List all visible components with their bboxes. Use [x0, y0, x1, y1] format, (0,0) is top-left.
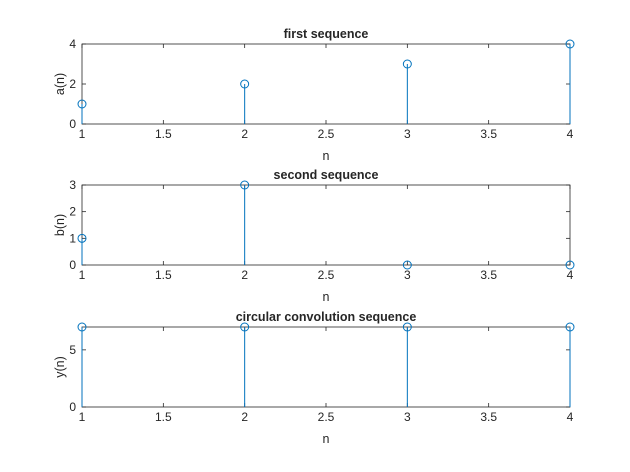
x-tick-label: 4 [567, 127, 574, 141]
stem-marker [565, 39, 575, 49]
stem-marker [565, 260, 575, 270]
subplot-title: first sequence [284, 27, 369, 41]
subplot-title: circular convolution sequence [236, 310, 417, 324]
subplot-title: second sequence [274, 168, 379, 182]
x-tick-label: 3.5 [480, 410, 497, 424]
x-tick-label: 2.5 [318, 268, 335, 282]
y-tick-label: 1 [69, 231, 76, 245]
x-tick-label: 2.5 [318, 127, 335, 141]
x-tick-label: 3.5 [480, 268, 497, 282]
subplot-circular-convolution: circular convolution sequence n y(n) 1 1.… [53, 310, 575, 446]
x-tick-label: 1 [79, 127, 86, 141]
y-tick-label: 4 [69, 37, 76, 51]
x-tick-label: 3.5 [480, 127, 497, 141]
x-tick-label: 4 [567, 410, 574, 424]
stem-marker [77, 99, 87, 109]
stem-marker [240, 180, 250, 190]
x-tick-label: 4 [567, 268, 574, 282]
y-tick-label: 0 [69, 400, 76, 414]
x-tick-label: 1.5 [155, 127, 172, 141]
x-tick-label: 1 [79, 268, 86, 282]
y-axis-label: b(n) [53, 214, 67, 236]
axes-box [81, 184, 571, 266]
stem-marker [402, 59, 412, 69]
stem-marker [240, 322, 250, 332]
x-axis-label: n [323, 149, 330, 163]
stem-series [77, 322, 575, 407]
subplot-first-sequence: first sequence n a(n) 1 1.5 2 2.5 3 3.5 4 0 2 4 [53, 27, 575, 163]
axes-box [81, 326, 571, 408]
stem-series [77, 39, 575, 124]
x-axis-label: n [323, 432, 330, 446]
x-tick-label: 1.5 [155, 410, 172, 424]
tick-layer: 1 1.5 2 2.5 3 3.5 4 0 2 4 [69, 37, 573, 141]
x-tick-label: 3 [404, 127, 411, 141]
x-tick-label: 1 [79, 410, 86, 424]
x-tick-label: 1.5 [155, 268, 172, 282]
y-tick-label: 0 [69, 117, 76, 131]
stem-marker [240, 79, 250, 89]
axes-box [81, 43, 571, 125]
y-tick-label: 3 [69, 178, 76, 192]
y-axis-label: y(n) [53, 356, 67, 378]
stem-series [77, 180, 575, 270]
x-tick-label: 2 [241, 268, 248, 282]
y-tick-label: 0 [69, 258, 76, 272]
x-tick-label: 2.5 [318, 410, 335, 424]
y-tick-label: 2 [69, 77, 76, 91]
stem-marker [402, 322, 412, 332]
x-tick-label: 2 [241, 410, 248, 424]
stem-marker [565, 322, 575, 332]
x-tick-label: 2 [241, 127, 248, 141]
stem-marker [77, 322, 87, 332]
stem-marker [402, 260, 412, 270]
stem-marker [77, 233, 87, 243]
y-axis-label: a(n) [53, 73, 67, 95]
y-tick-label: 5 [69, 343, 76, 357]
x-tick-label: 3 [404, 410, 411, 424]
x-tick-label: 3 [404, 268, 411, 282]
y-tick-label: 2 [69, 205, 76, 219]
x-axis-label: n [323, 290, 330, 304]
